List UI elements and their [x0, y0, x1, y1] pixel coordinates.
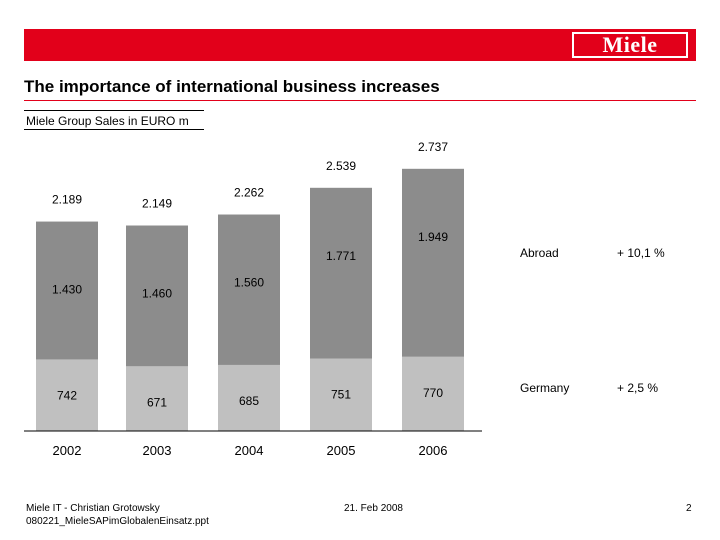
footer-date: 21. Feb 2008	[344, 503, 403, 514]
footer-file: 080221_MieleSAPimGlobalenEinsatz.ppt	[26, 516, 209, 527]
germany-value-label-2005: 751	[331, 388, 351, 402]
legend-germany-growth: + 2,5 %	[617, 381, 659, 395]
title-divider	[24, 100, 696, 101]
germany-value-label-2003: 671	[147, 395, 167, 409]
bar-abroad-2006	[402, 168, 464, 357]
footer-page-number: 2	[686, 503, 692, 514]
page-title: The importance of international business…	[24, 77, 440, 96]
subtitle-rule-bottom	[24, 129, 204, 130]
x-tick-label-2004: 2004	[235, 443, 264, 458]
bar-germany-2006	[402, 356, 464, 431]
footer-author: Miele IT - Christian Grotowsky	[26, 503, 160, 514]
bar-abroad-2005	[310, 187, 372, 359]
legend-germany-label: Germany	[520, 381, 570, 395]
x-tick-label-2002: 2002	[53, 443, 82, 458]
bar-germany-2003	[126, 366, 188, 431]
miele-logo: Miele	[572, 32, 688, 58]
total-label-2006: 2.737	[418, 140, 448, 154]
germany-value-label-2006: 770	[423, 386, 443, 400]
x-tick-label-2003: 2003	[143, 443, 172, 458]
total-label-2003: 2.149	[142, 197, 172, 211]
x-tick-label-2006: 2006	[419, 443, 448, 458]
header-band: Miele	[24, 29, 696, 61]
legend-abroad-growth: + 10,1 %	[617, 246, 665, 260]
bar-germany-2002	[36, 359, 98, 431]
abroad-value-label-2006: 1.949	[418, 230, 448, 244]
total-label-2005: 2.539	[326, 159, 356, 173]
bar-abroad-2003	[126, 225, 188, 367]
abroad-value-label-2005: 1.771	[326, 249, 356, 263]
chart-subtitle: Miele Group Sales in EURO m	[26, 114, 189, 128]
abroad-value-label-2002: 1.430	[52, 283, 82, 297]
total-label-2002: 2.189	[52, 193, 82, 207]
abroad-value-label-2003: 1.460	[142, 287, 172, 301]
x-tick-label-2005: 2005	[327, 443, 356, 458]
total-label-2004: 2.262	[234, 186, 264, 200]
germany-value-label-2004: 685	[239, 394, 259, 408]
abroad-value-label-2004: 1.560	[234, 276, 264, 290]
subtitle-rule-top	[24, 110, 204, 111]
germany-value-label-2002: 742	[57, 388, 77, 402]
bar-abroad-2004	[218, 214, 280, 365]
bar-germany-2005	[310, 358, 372, 431]
bar-germany-2004	[218, 364, 280, 431]
bar-abroad-2002	[36, 221, 98, 360]
legend-abroad-label: Abroad	[520, 246, 559, 260]
